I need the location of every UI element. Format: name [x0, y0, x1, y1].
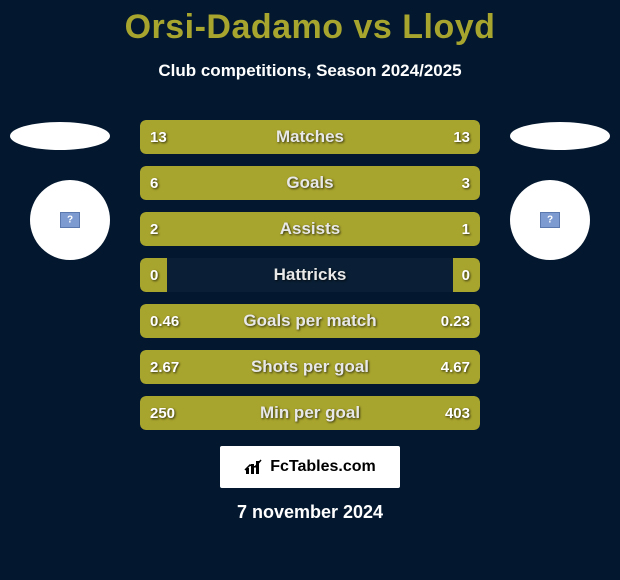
club-badge-left [30, 180, 110, 260]
stat-row: Matches1313 [140, 120, 480, 154]
bar-label: Hattricks [140, 258, 480, 292]
bar-right-seg [270, 396, 480, 430]
bar-right-seg [453, 258, 480, 292]
stat-row: Goals per match0.460.23 [140, 304, 480, 338]
subtitle: Club competitions, Season 2024/2025 [0, 61, 620, 81]
bar-left-seg [140, 396, 270, 430]
stat-row: Shots per goal2.674.67 [140, 350, 480, 384]
stat-row: Min per goal250403 [140, 396, 480, 430]
bar-left-seg [140, 120, 310, 154]
bar-right-seg [367, 304, 480, 338]
bar-left-seg [140, 166, 367, 200]
flag-right [510, 122, 610, 150]
bar-right-seg [310, 120, 480, 154]
flag-left [10, 122, 110, 150]
club-badge-right [510, 180, 590, 260]
bar-right-seg [264, 350, 480, 384]
stat-row: Hattricks00 [140, 258, 480, 292]
stat-bars: Matches1313 Goals63 Assists21 Hattricks00 Go… [140, 120, 480, 442]
bar-left-seg [140, 212, 367, 246]
stat-row: Goals63 [140, 166, 480, 200]
date-text: 7 november 2024 [0, 502, 620, 523]
placeholder-icon [60, 212, 80, 228]
stat-row: Assists21 [140, 212, 480, 246]
placeholder-icon [540, 212, 560, 228]
bar-left-seg [140, 304, 367, 338]
chart-icon [244, 458, 266, 476]
brand-text: FcTables.com [270, 458, 376, 476]
brand-badge: FcTables.com [220, 446, 400, 488]
page-title: Orsi-Dadamo vs Lloyd [0, 0, 620, 47]
bar-left-seg [140, 350, 264, 384]
bar-left-seg [140, 258, 167, 292]
bar-right-seg [367, 166, 480, 200]
bar-right-seg [367, 212, 480, 246]
